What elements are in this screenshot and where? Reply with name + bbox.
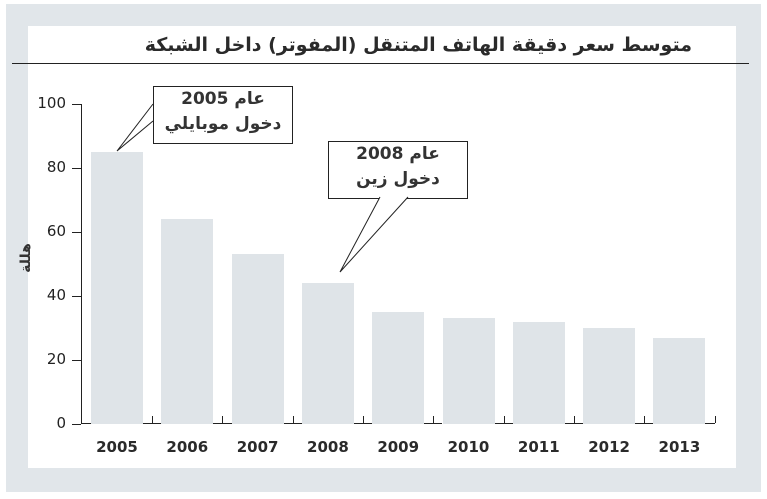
- x-tick: [222, 416, 224, 423]
- y-tick: [72, 167, 81, 169]
- x-tick-label: 2011: [517, 438, 560, 456]
- bar-2009: [372, 312, 425, 424]
- x-tick-label: 2013: [658, 438, 701, 456]
- x-tick-label: 2010: [447, 438, 490, 456]
- baseline-segment: [353, 423, 373, 424]
- bar-2012: [583, 328, 636, 424]
- baseline-segment: [564, 423, 584, 424]
- bar-2013: [653, 337, 706, 424]
- annotation-2008-line2: دخول زين: [356, 169, 440, 189]
- chart-title: متوسط سعر دقيقة الهاتف المتنقل (المفوتر)…: [144, 34, 692, 56]
- annotation-2005: عام 2005 دخول موبايلي: [153, 86, 293, 144]
- y-tick: [72, 231, 81, 233]
- y-tick: [72, 359, 81, 361]
- x-tick: [715, 416, 717, 423]
- y-tick-label: 0: [56, 414, 66, 432]
- x-tick: [363, 416, 365, 423]
- y-tick-label: 100: [37, 94, 66, 112]
- baseline-segment: [424, 423, 443, 424]
- baseline-segment: [283, 423, 302, 424]
- y-tick: [72, 103, 81, 105]
- y-tick-label: 20: [46, 350, 66, 368]
- bar-2010: [442, 318, 495, 424]
- baseline-segment: [81, 423, 91, 424]
- x-tick: [433, 416, 435, 423]
- annotation-2005-line2: دخول موبايلي: [164, 114, 282, 134]
- bar-2008: [301, 283, 354, 424]
- baseline-segment: [494, 423, 513, 424]
- y-tick-label: 60: [46, 222, 66, 240]
- bar-2006: [161, 219, 214, 424]
- baseline-segment: [213, 423, 232, 424]
- title-divider: [12, 63, 749, 64]
- x-tick-label: 2005: [96, 438, 138, 456]
- y-axis: [81, 104, 82, 424]
- x-tick: [503, 416, 505, 423]
- x-tick: [152, 416, 154, 423]
- annotation-2008: عام 2008 دخول زين: [328, 141, 468, 199]
- x-tick-label: 2012: [588, 438, 630, 456]
- bar-2007: [231, 254, 284, 424]
- x-tick: [292, 416, 294, 423]
- annotation-2005-line1: عام 2005: [181, 89, 265, 109]
- baseline-segment: [143, 423, 162, 424]
- baseline-segment: [705, 423, 716, 424]
- bar-2011: [512, 321, 565, 424]
- annotation-2008-line1: عام 2008: [356, 144, 440, 164]
- y-tick-label: 40: [46, 286, 66, 304]
- x-tick: [644, 416, 646, 423]
- x-tick-label: 2007: [236, 438, 279, 456]
- x-tick: [573, 416, 575, 423]
- x-tick-label: 2008: [307, 438, 349, 456]
- x-tick-label: 2006: [166, 438, 209, 456]
- y-tick: [72, 423, 81, 425]
- baseline-segment: [635, 423, 654, 424]
- bar-2005: [91, 152, 143, 424]
- y-tick: [72, 295, 81, 297]
- x-tick-label: 2009: [377, 438, 420, 456]
- y-tick-label: 80: [46, 158, 66, 176]
